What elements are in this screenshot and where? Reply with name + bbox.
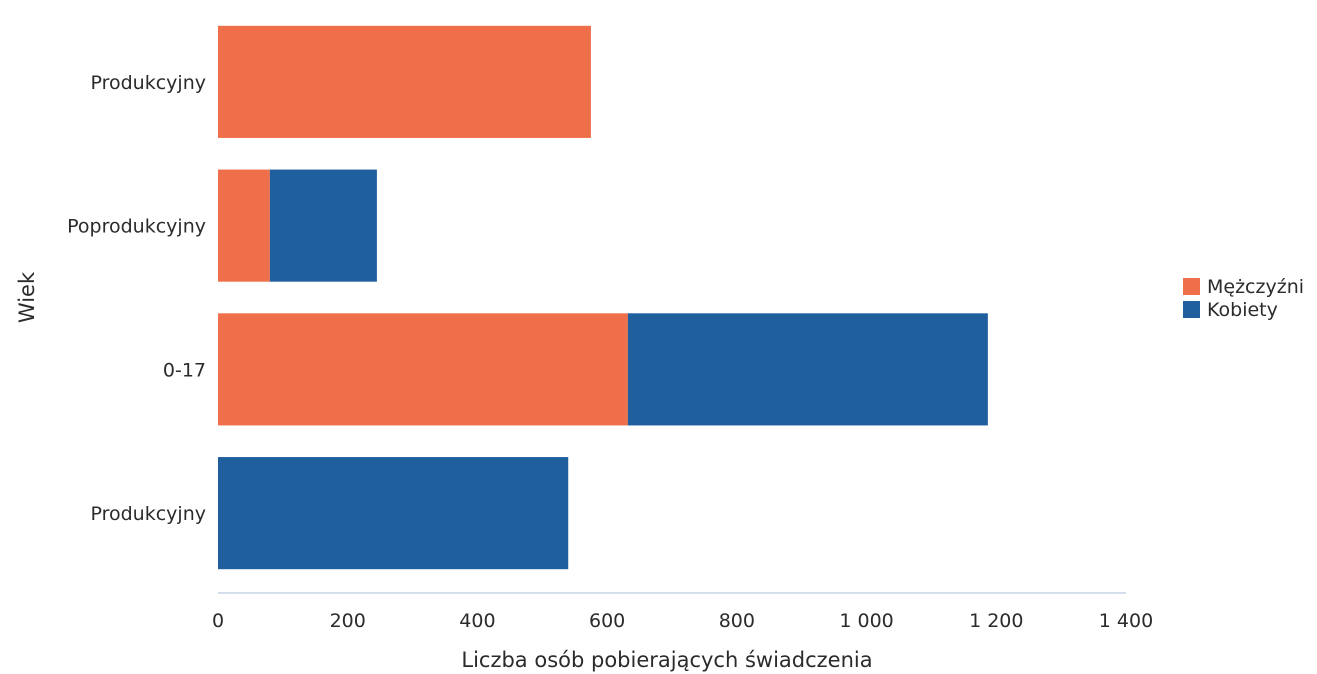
bar-mezczyzni-2	[218, 313, 628, 426]
x-tick-label: 0	[212, 610, 224, 632]
x-tick-labels: 0 200 400 600 800 1 000 1 200 1 400	[212, 610, 1153, 632]
x-tick-label: 200	[330, 610, 366, 632]
y-tick-labels: Produkcyjny Poprodukcyjny 0-17 Produkcyjny	[67, 72, 206, 525]
x-tick-label: 400	[459, 610, 495, 632]
x-tick-label: 1 200	[969, 610, 1023, 632]
x-tick-label: 1 000	[839, 610, 893, 632]
bar-kobiety-2	[627, 313, 988, 426]
legend-label-mezczyzni: Mężczyźni	[1207, 276, 1304, 298]
x-tick-label: 1 400	[1099, 610, 1153, 632]
y-tick-label: 0-17	[163, 359, 206, 381]
x-tick-label: 800	[719, 610, 755, 632]
legend-label-kobiety: Kobiety	[1207, 299, 1278, 321]
x-tick-label: 600	[589, 610, 625, 632]
y-tick-label: Produkcyjny	[90, 503, 206, 525]
x-axis-title: Liczba osób pobierających świadczenia	[461, 648, 872, 672]
bar-kobiety-3	[218, 457, 569, 570]
bar-kobiety-1	[269, 169, 377, 282]
y-tick-label: Produkcyjny	[90, 72, 206, 94]
y-axis-title: Wiek	[15, 271, 39, 323]
y-tick-label: Poprodukcyjny	[67, 216, 206, 238]
legend-swatch-kobiety	[1183, 301, 1200, 318]
bar-mezczyzni-0	[218, 25, 591, 138]
bars-group	[218, 25, 988, 570]
bar-mezczyzni-1	[218, 169, 270, 282]
legend-swatch-mezczyzni	[1183, 278, 1200, 295]
